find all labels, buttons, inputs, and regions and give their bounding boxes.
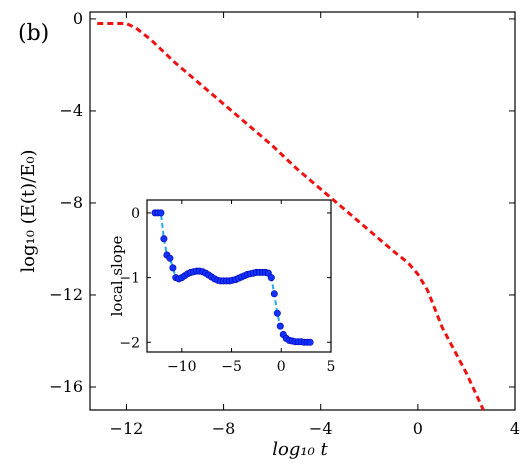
main-y-tick-label: −8 — [59, 193, 83, 212]
main-x-tick-label: −4 — [309, 419, 333, 438]
main-x-axis-label: log₁₀ t — [272, 439, 328, 460]
inset-data-point — [276, 322, 284, 330]
inset-data-point — [270, 290, 278, 298]
inset-x-tick-label: 5 — [327, 359, 336, 375]
inset-data-point — [306, 338, 314, 346]
main-ticks: −12 −8 −4 0 4 0 −4 −8 −12 −16 — [49, 9, 520, 438]
inset-frame — [146, 199, 332, 353]
inset-data-point — [267, 274, 275, 282]
inset-x-tick-label: −10 — [167, 359, 197, 375]
panel-label: (b) — [18, 21, 49, 46]
main-plot: −12 −8 −4 0 4 0 −4 −8 −12 −16 log₁₀ t log₁₀ (E(t)… — [18, 9, 520, 460]
inset-data-point — [169, 264, 177, 272]
inset-markers — [151, 209, 314, 346]
inset-data-point — [157, 209, 165, 217]
inset-y-axis-label: local slope — [108, 236, 126, 317]
inset-plot: −10 −5 0 5 0 −1 −2 local slope — [108, 199, 335, 375]
main-x-tick-label: −8 — [212, 419, 236, 438]
inset-data-point — [160, 235, 168, 243]
inset-ticks: −10 −5 0 5 0 −1 −2 — [119, 200, 335, 375]
main-y-tick-label: −12 — [49, 285, 83, 304]
main-y-axis-label: log₁₀ (E(t)/E₀) — [18, 149, 39, 272]
main-x-tick-label: 4 — [510, 419, 520, 438]
main-plot-frame — [89, 11, 516, 411]
inset-data-point — [166, 254, 174, 262]
inset-y-tick-label: −1 — [119, 271, 140, 287]
inset-x-tick-label: −5 — [221, 359, 242, 375]
inset-y-tick-label: 0 — [131, 206, 140, 222]
inset-data-point — [273, 309, 281, 317]
inset-x-tick-label: 0 — [277, 359, 286, 375]
inset-y-tick-label: −2 — [119, 335, 140, 351]
main-series-line — [97, 22, 485, 411]
main-x-tick-label: −12 — [110, 419, 144, 438]
main-y-tick-label: −16 — [49, 377, 83, 396]
main-y-tick-label: 0 — [73, 9, 83, 28]
main-y-tick-label: −4 — [59, 101, 83, 120]
main-x-tick-label: 0 — [413, 419, 423, 438]
